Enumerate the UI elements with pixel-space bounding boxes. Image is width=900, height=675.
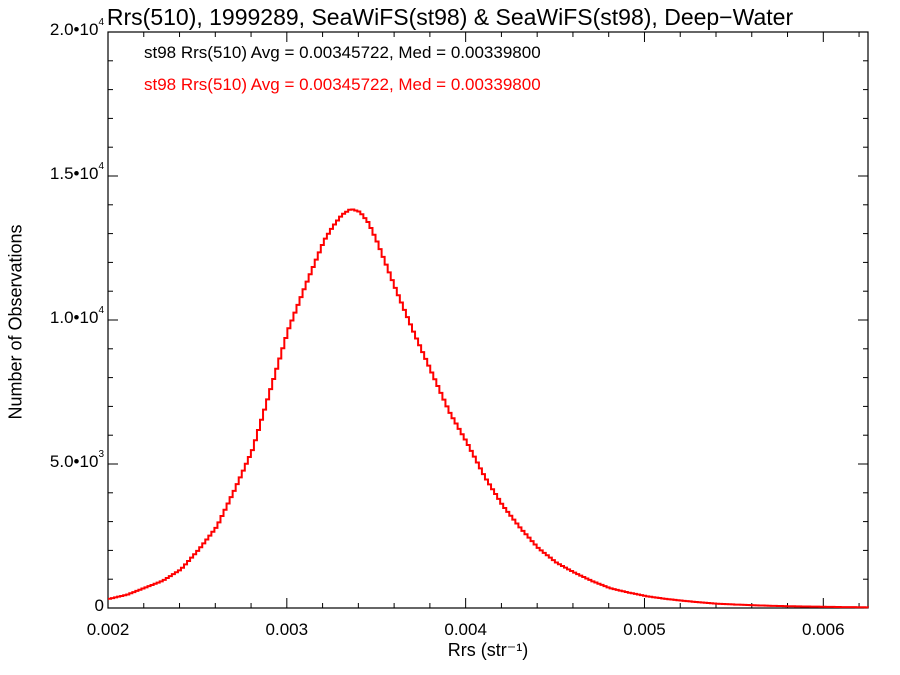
x-tick-label: 0.003 xyxy=(265,620,309,639)
y-tick-exponent: 3 xyxy=(98,449,104,460)
y-tick-label: 0 xyxy=(95,596,104,616)
y-tick-mantissa: 0 xyxy=(94,596,104,615)
x-axis-label: Rrs (str⁻¹) xyxy=(447,640,529,660)
y-tick-base: 10 xyxy=(79,164,99,183)
y-tick-mantissa: 5.0• xyxy=(49,452,80,471)
y-tick-label: 2.0•104 xyxy=(49,17,104,40)
histogram-series-line xyxy=(108,208,869,609)
y-tick-label: 1.0•104 xyxy=(49,305,104,328)
x-tick-label: 0.004 xyxy=(444,620,487,639)
x-tick-label: 0.002 xyxy=(86,620,130,639)
plot-frame xyxy=(107,31,869,609)
axis-ticks xyxy=(107,31,868,609)
x-tick-label: 0.005 xyxy=(623,620,666,639)
y-tick-base: 10 xyxy=(79,20,99,39)
y-tick-mantissa: 2.0• xyxy=(49,20,80,39)
legend-entry-red: st98 Rrs(510) Avg = 0.00345722, Med = 0.… xyxy=(144,75,541,94)
y-tick-exponent: 4 xyxy=(98,305,104,316)
y-tick-base: 10 xyxy=(79,308,99,327)
chart-title: Rrs(510), 1999289, SeaWiFS(st98) & SeaWi… xyxy=(106,4,794,30)
y-tick-mantissa: 1.0• xyxy=(49,308,80,327)
y-tick-base: 10 xyxy=(79,452,99,471)
x-tick-label: 0.006 xyxy=(802,620,845,639)
y-tick-exponent: 4 xyxy=(98,17,104,28)
y-axis-label: Number of Observations xyxy=(5,224,26,420)
y-tick-label: 5.0•103 xyxy=(49,449,104,472)
y-tick-label: 1.5•104 xyxy=(49,161,104,184)
y-tick-mantissa: 1.5• xyxy=(49,164,80,183)
legend-entry-black: st98 Rrs(510) Avg = 0.00345722, Med = 0.… xyxy=(144,43,541,62)
y-tick-exponent: 4 xyxy=(98,161,104,172)
